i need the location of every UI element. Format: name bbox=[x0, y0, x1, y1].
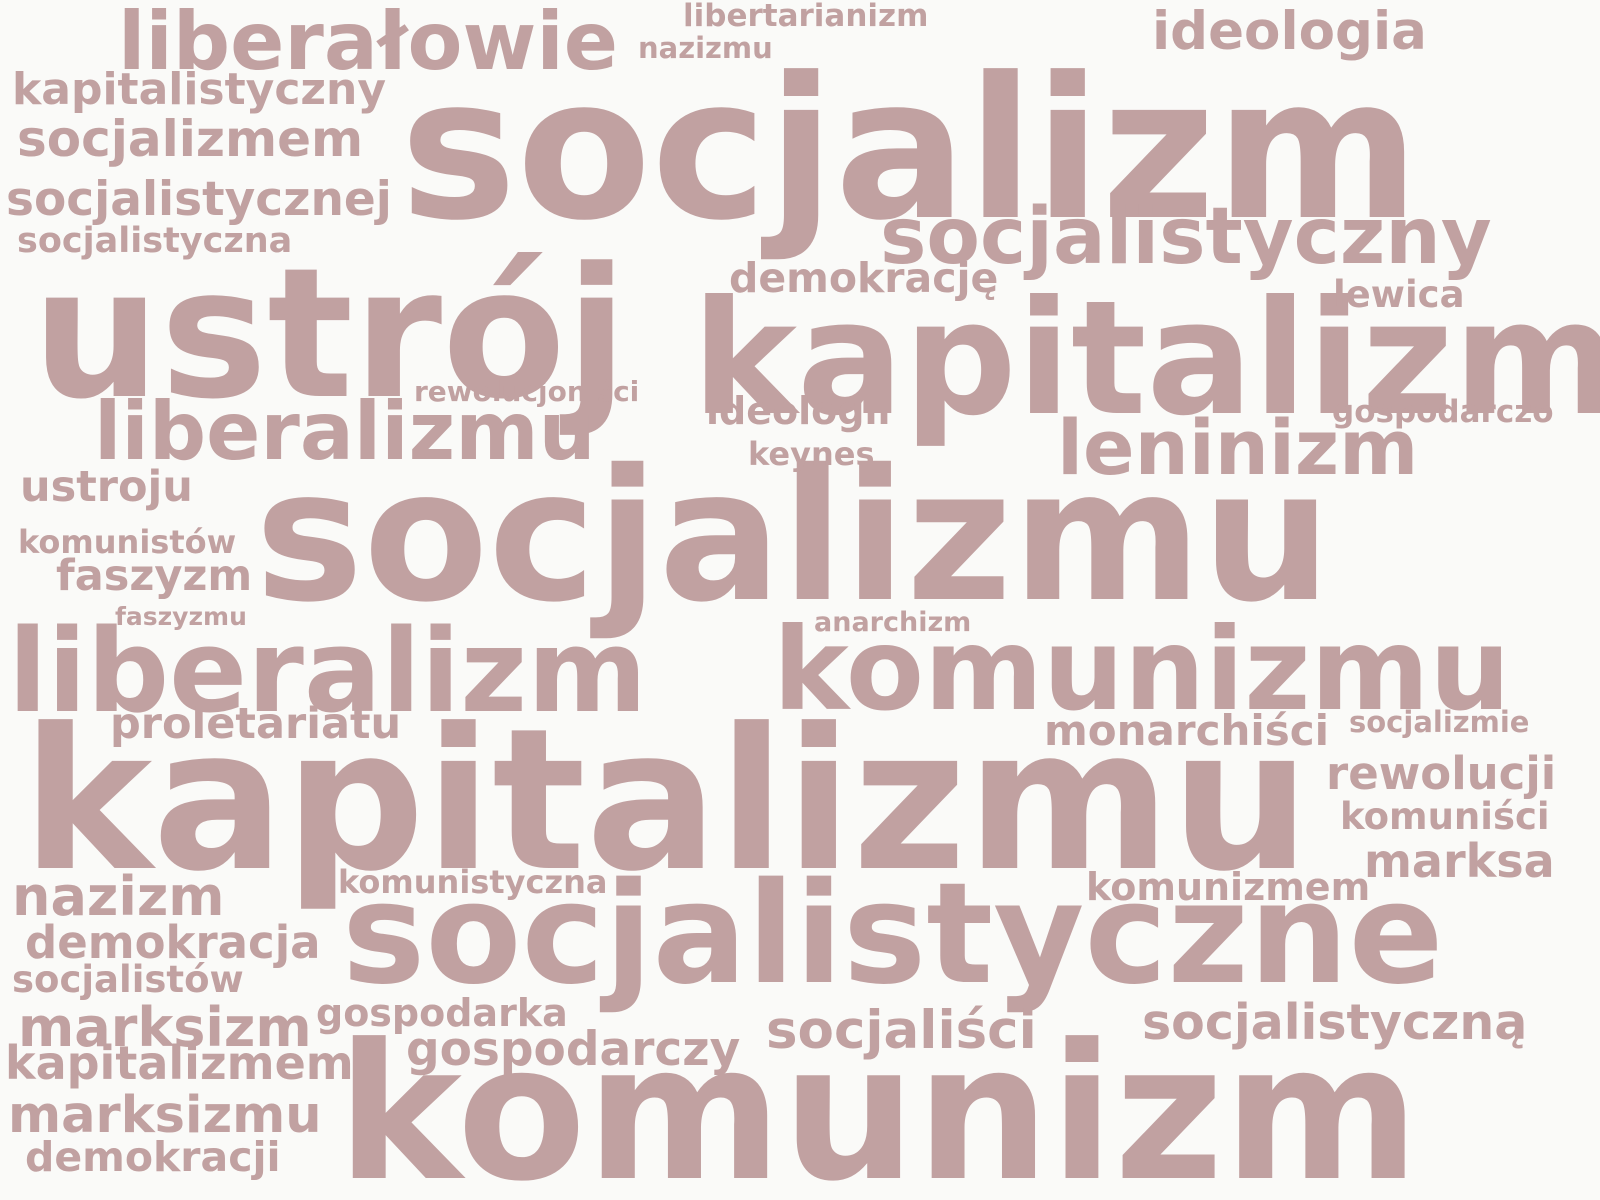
word-socjalistycznej: socjalistycznej bbox=[6, 172, 392, 227]
word-liberalizm: liberalizm bbox=[8, 605, 648, 739]
word-komunizmem: komunizmem bbox=[1086, 865, 1371, 909]
word-ideologia: ideologia bbox=[1152, 1, 1427, 62]
word-demokracji: demokracji bbox=[25, 1133, 281, 1181]
word-gospodarczo: gospodarczo bbox=[1332, 394, 1554, 430]
word-komunizm: komunizm bbox=[337, 1004, 1420, 1200]
word-socjalizm: socjalizm bbox=[400, 36, 1420, 264]
word-socjalistyczne: socjalistyczne bbox=[342, 853, 1444, 1016]
word-gospodarczy: gospodarczy bbox=[406, 1022, 741, 1077]
word-ustroj: ustrój bbox=[32, 230, 628, 439]
word-demokracja: demokracja bbox=[25, 916, 321, 969]
word-kapitalistyczny: kapitalistyczny bbox=[12, 64, 387, 115]
word-proletariatu: proletariatu bbox=[110, 699, 402, 749]
word-liberalowie: liberałowie bbox=[118, 0, 619, 88]
word-socjalistyczna-acc: socjalistyczną bbox=[1142, 994, 1528, 1051]
word-faszyzmu: faszyzmu bbox=[115, 602, 247, 631]
word-keynes: keynes bbox=[748, 435, 875, 473]
word-marksizmu: marksizmu bbox=[8, 1086, 322, 1145]
word-gospodarka: gospodarka bbox=[316, 991, 568, 1035]
word-komunistow: komunistów bbox=[18, 523, 237, 561]
word-lewica: lewica bbox=[1333, 273, 1465, 316]
word-liberalizmu: liberalizmu bbox=[94, 385, 596, 478]
word-kapitalizm: kapitalizm bbox=[692, 267, 1600, 451]
word-anarchizm: anarchizm bbox=[814, 607, 972, 638]
word-kapitalizmem: kapitalizmem bbox=[5, 1036, 354, 1090]
word-marksizm: marksizm bbox=[18, 996, 312, 1059]
word-ustroju: ustroju bbox=[20, 462, 193, 512]
word-monarchisci: monarchiści bbox=[1044, 706, 1330, 755]
word-rewolucjonisci: rewolucjoniści bbox=[414, 375, 640, 408]
word-socjalizmem: socjalizmem bbox=[17, 110, 364, 168]
word-rewolucji: rewolucji bbox=[1326, 747, 1557, 800]
word-kapitalizmu: kapitalizmu bbox=[22, 687, 1311, 915]
word-socjalisci: socjaliści bbox=[766, 1000, 1037, 1061]
word-komunisci: komuniści bbox=[1340, 795, 1550, 838]
word-marksa: marksa bbox=[1364, 834, 1555, 888]
word-socjalistow: socjalistów bbox=[12, 958, 244, 1001]
word-komunistyczna: komunistyczna bbox=[338, 863, 608, 901]
word-libertarianizm: libertarianizm bbox=[683, 0, 929, 34]
word-demokracje: demokrację bbox=[729, 254, 999, 302]
word-leninizm: leninizm bbox=[1057, 403, 1419, 492]
word-ideologii: ideologii bbox=[706, 389, 891, 433]
word-socjalistyczna: socjalistyczna bbox=[17, 221, 293, 261]
word-nazizmu: nazizmu bbox=[638, 31, 773, 65]
word-faszyzm: faszyzm bbox=[56, 551, 253, 601]
word-nazizm: nazizm bbox=[12, 865, 225, 928]
word-komunizmu: komunizmu bbox=[773, 603, 1511, 736]
word-socjalizmie: socjalizmie bbox=[1349, 705, 1530, 739]
word-socjalizmu: socjalizmu bbox=[255, 430, 1332, 642]
word-socjalistyczny: socjalistyczny bbox=[880, 192, 1492, 282]
